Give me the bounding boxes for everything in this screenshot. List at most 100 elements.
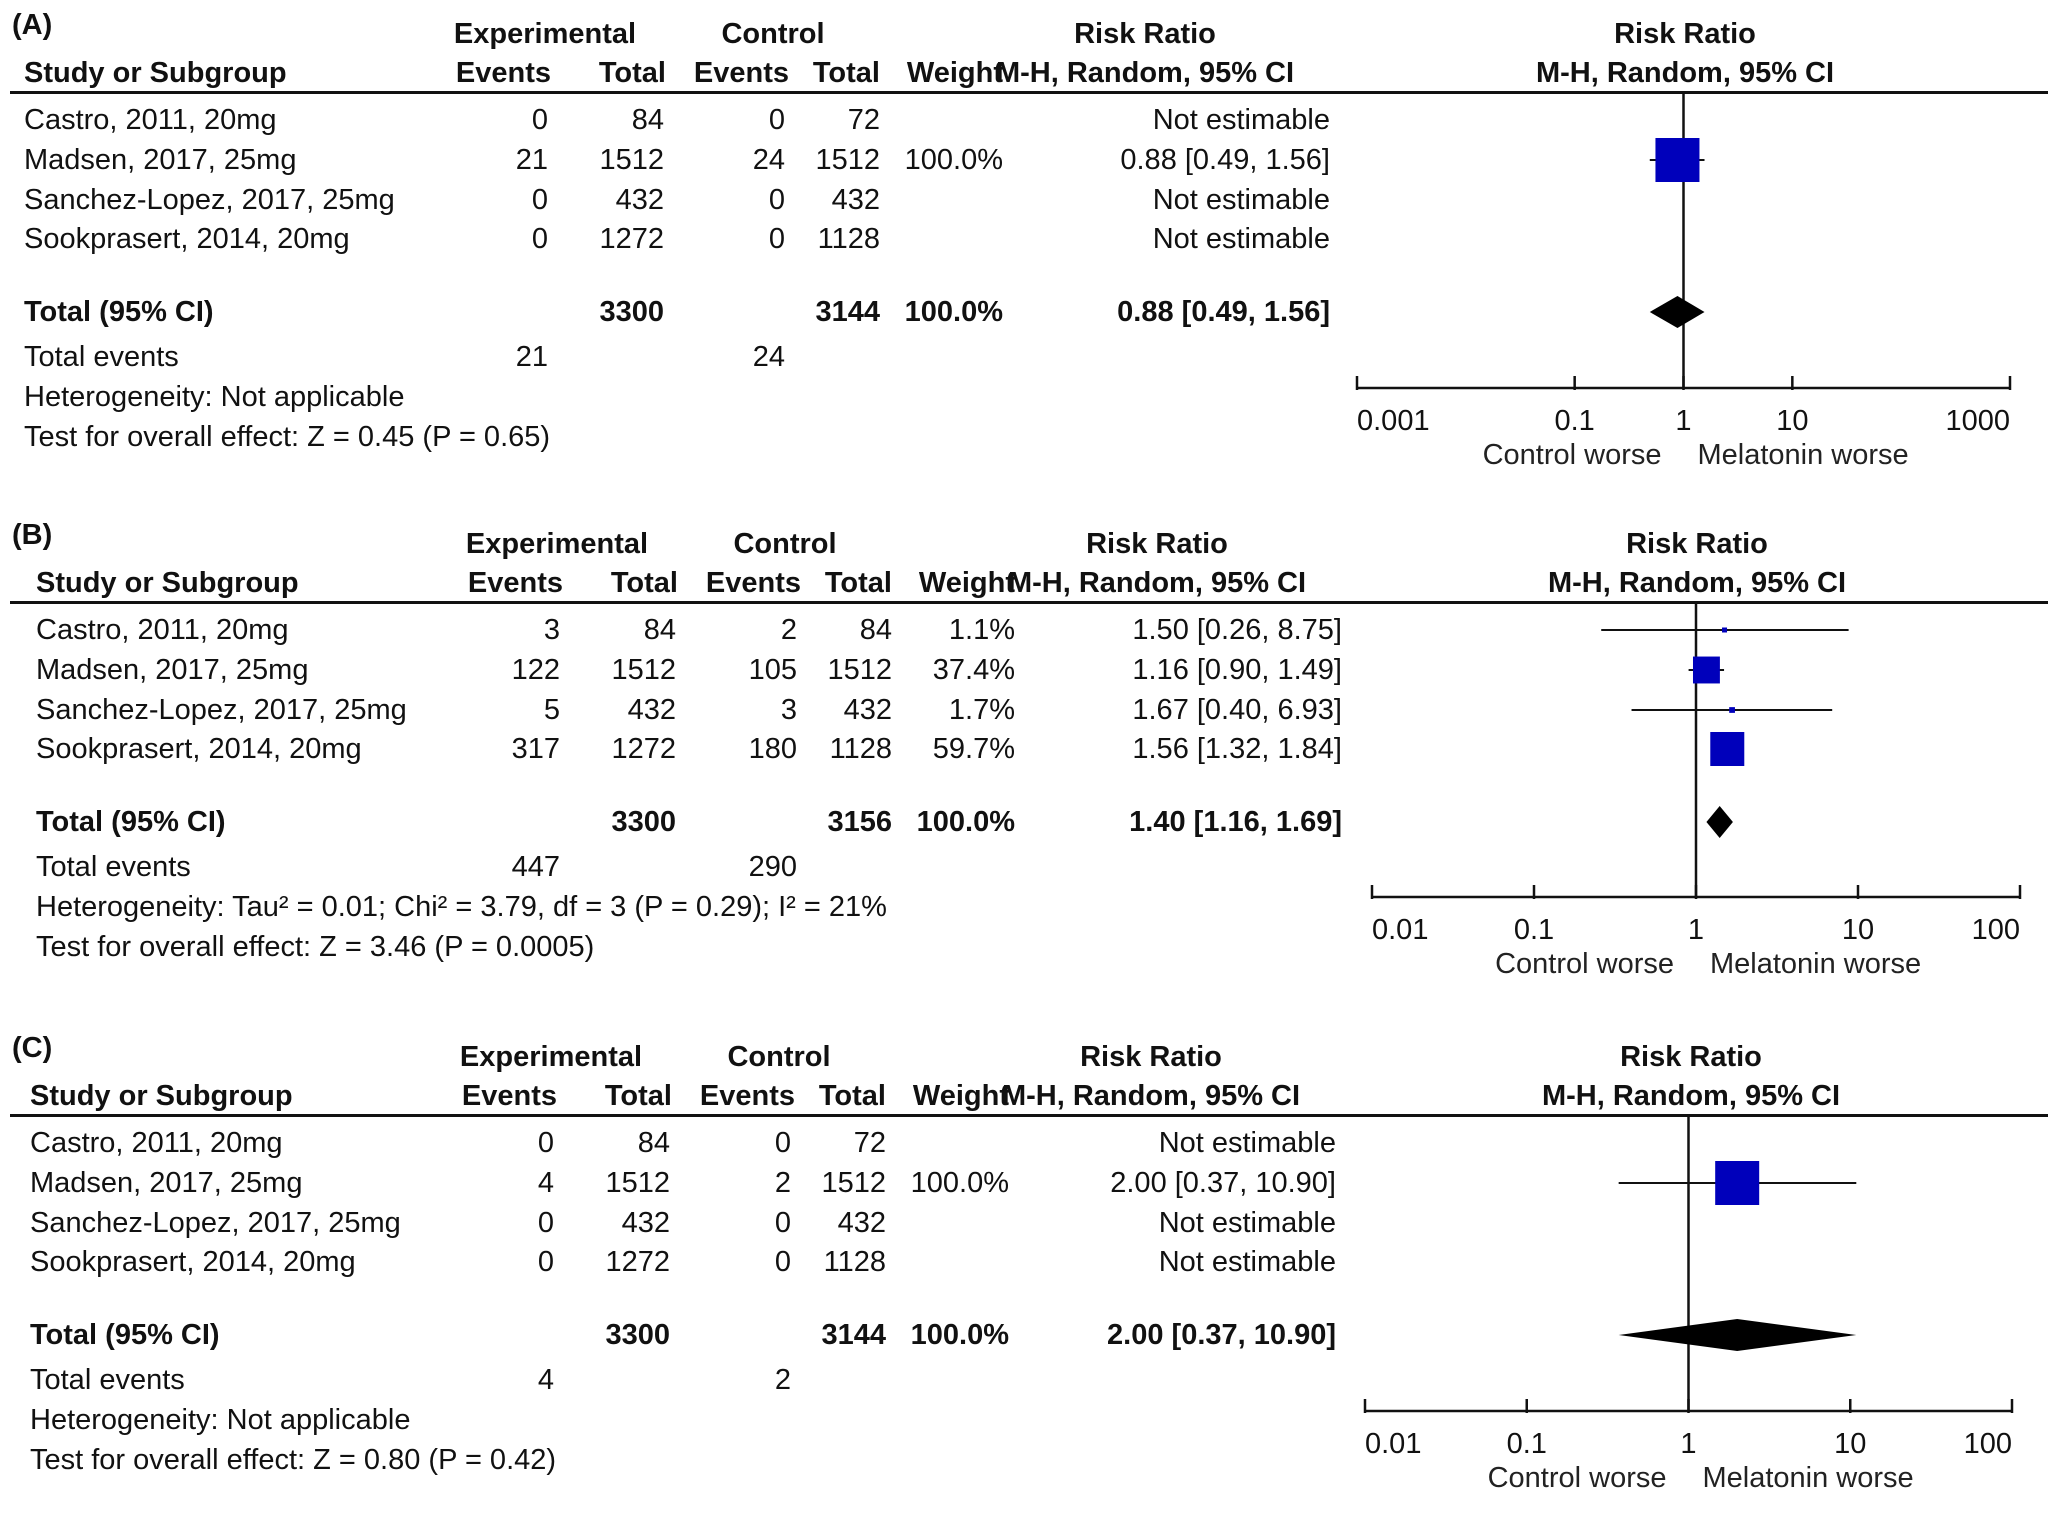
header-ctl-events: Events xyxy=(705,567,801,599)
x-axis-tick-label: 0.01 xyxy=(1365,1428,1421,1460)
control-worse-label: Control worse xyxy=(1488,1462,1667,1494)
study-name: Sanchez-Lopez, 2017, 25mg xyxy=(24,184,395,216)
header-ctl-total: Total xyxy=(812,57,880,89)
study-name: Madsen, 2017, 25mg xyxy=(36,654,309,686)
exp-events: 5 xyxy=(543,694,560,726)
risk-ratio-ci: Not estimable xyxy=(1152,184,1330,216)
risk-ratio-ci: Not estimable xyxy=(1158,1127,1336,1159)
total-events-label: Total events xyxy=(24,341,179,373)
ctl-events: 2 xyxy=(780,614,797,646)
total-events-exp: 4 xyxy=(537,1364,554,1396)
header-rr-method-table: M-H, Random, 95% CI xyxy=(1007,567,1307,599)
risk-ratio-ci: Not estimable xyxy=(1158,1207,1336,1239)
ctl-total: 1512 xyxy=(827,654,892,686)
ctl-events: 0 xyxy=(774,1207,791,1239)
pooled-effect-diamond xyxy=(1706,806,1733,838)
exp-events: 0 xyxy=(531,184,548,216)
ctl-total: 1128 xyxy=(823,1246,886,1278)
ctl-total: 72 xyxy=(853,1127,886,1159)
study-effect-marker xyxy=(1715,1161,1760,1205)
total-events-label: Total events xyxy=(30,1364,185,1396)
total-events-label: Total events xyxy=(36,851,191,883)
control-worse-label: Control worse xyxy=(1483,439,1662,471)
ctl-events: 0 xyxy=(774,1127,791,1159)
ctl-total: 1512 xyxy=(815,144,880,176)
x-axis-tick-label: 0.1 xyxy=(1507,1428,1547,1460)
header-control: Control xyxy=(727,1041,831,1073)
x-axis-tick-label: 10 xyxy=(1776,405,1808,437)
overall-effect-text: Test for overall effect: Z = 0.80 (P = 0… xyxy=(30,1444,557,1476)
ctl-events: 0 xyxy=(774,1246,791,1278)
melatonin-worse-label: Melatonin worse xyxy=(1703,1462,1914,1494)
study-effect-marker xyxy=(1710,732,1745,766)
ctl-total: 432 xyxy=(837,1207,886,1239)
x-axis-tick-label: 10 xyxy=(1834,1428,1866,1460)
study-name: Sookprasert, 2014, 20mg xyxy=(36,733,362,765)
header-experimental: Experimental xyxy=(459,1041,643,1073)
x-axis-tick-label: 0.001 xyxy=(1357,405,1430,437)
melatonin-worse-label: Melatonin worse xyxy=(1710,948,1921,980)
study-name: Sookprasert, 2014, 20mg xyxy=(24,223,350,255)
x-axis-tick-label: 1 xyxy=(1688,914,1704,946)
header-rule xyxy=(10,601,2048,604)
exp-total: 432 xyxy=(627,694,676,726)
header-rr-method-table: M-H, Random, 95% CI xyxy=(995,57,1295,89)
ctl-events: 0 xyxy=(768,223,785,255)
header-exp-total: Total xyxy=(604,1080,672,1112)
header-rr-method-plot: M-H, Random, 95% CI xyxy=(1541,1080,1841,1112)
weight: 100.0% xyxy=(904,144,1003,176)
study-effect-marker xyxy=(1722,627,1728,633)
weight: 1.1% xyxy=(948,614,1015,646)
study-name: Sanchez-Lopez, 2017, 25mg xyxy=(36,694,407,726)
header-weight: Weight xyxy=(906,57,1003,89)
x-axis-tick-label: 1 xyxy=(1680,1428,1696,1460)
total-events-exp: 447 xyxy=(511,851,560,883)
exp-events: 122 xyxy=(511,654,560,686)
panel-label: (A) xyxy=(12,9,53,41)
header-risk-ratio-plot: Risk Ratio xyxy=(1626,528,1768,560)
weight: 37.4% xyxy=(932,654,1015,686)
header-exp-events: Events xyxy=(461,1080,557,1112)
exp-total: 432 xyxy=(615,184,664,216)
ctl-events: 105 xyxy=(748,654,797,686)
total-events-ctl: 24 xyxy=(752,341,785,373)
header-risk-ratio-table: Risk Ratio xyxy=(1080,1041,1222,1073)
x-axis-tick-label: 100 xyxy=(1972,914,2020,946)
risk-ratio-ci: Not estimable xyxy=(1152,223,1330,255)
header-experimental: Experimental xyxy=(453,18,637,50)
total-weight: 100.0% xyxy=(910,1319,1009,1351)
exp-events: 0 xyxy=(531,223,548,255)
header-exp-events: Events xyxy=(467,567,563,599)
total-events-ctl: 2 xyxy=(774,1364,791,1396)
risk-ratio-ci: Not estimable xyxy=(1152,104,1330,136)
exp-total: 84 xyxy=(631,104,664,136)
total-label: Total (95% CI) xyxy=(36,806,226,838)
weight: 100.0% xyxy=(910,1167,1009,1199)
total-weight: 100.0% xyxy=(904,296,1003,328)
weight: 1.7% xyxy=(948,694,1015,726)
ctl-total: 432 xyxy=(831,184,880,216)
header-risk-ratio-table: Risk Ratio xyxy=(1074,18,1216,50)
ctl-total: 72 xyxy=(847,104,880,136)
x-axis-tick-label: 0.1 xyxy=(1555,405,1595,437)
total-exp-total: 3300 xyxy=(605,1319,670,1351)
heterogeneity-text: Heterogeneity: Tau² = 0.01; Chi² = 3.79,… xyxy=(36,891,887,923)
header-exp-total: Total xyxy=(598,57,666,89)
exp-events: 0 xyxy=(537,1246,554,1278)
header-ctl-events: Events xyxy=(699,1080,795,1112)
total-exp-total: 3300 xyxy=(611,806,676,838)
header-control: Control xyxy=(721,18,825,50)
ctl-events: 0 xyxy=(768,184,785,216)
exp-events: 21 xyxy=(515,144,548,176)
total-label: Total (95% CI) xyxy=(24,296,214,328)
x-axis-tick-label: 0.1 xyxy=(1514,914,1554,946)
ctl-events: 2 xyxy=(774,1167,791,1199)
header-risk-ratio-plot: Risk Ratio xyxy=(1614,18,1756,50)
total-exp-total: 3300 xyxy=(599,296,664,328)
header-risk-ratio-plot: Risk Ratio xyxy=(1620,1041,1762,1073)
heterogeneity-text: Heterogeneity: Not applicable xyxy=(24,381,405,413)
risk-ratio-ci: 1.67 [0.40, 6.93] xyxy=(1132,694,1342,726)
header-rr-method-plot: M-H, Random, 95% CI xyxy=(1547,567,1847,599)
pooled-effect-diamond xyxy=(1649,296,1705,328)
total-events-exp: 21 xyxy=(515,341,548,373)
